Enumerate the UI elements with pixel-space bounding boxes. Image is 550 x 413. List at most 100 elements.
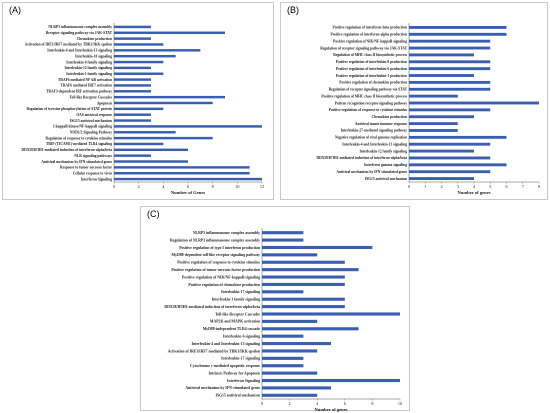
chart-b-category-label: Interleukin-12 family signaling [359,149,407,153]
chart-b-category-label: Positive regulation of MHC class II bios… [321,94,407,98]
chart-c-tick-label: 0 [261,401,263,406]
chart-c-tick-label: 10 [398,401,402,406]
chart-b-category-label: Interferon gamma signaling [364,163,407,167]
chart-b-category-label: Positive regulation of response to cytok… [329,108,408,112]
chart-c-bar [262,253,318,257]
chart-b-bar [409,115,474,119]
chart-a-bar [114,154,151,157]
chart-b-tick-label: 1 [424,184,426,189]
chart-c-category-label: MyD88-independent TLR4 cascade [203,327,261,331]
panel-c: (C) [140,206,410,411]
panel-a-label: (A) [9,5,21,15]
chart-a-tick-label: 12 [260,184,264,189]
chart-a-bar [114,136,213,140]
chart-a-tick-label: 8 [212,184,214,189]
chart-a-bar [114,171,250,175]
chart-a-bar [114,66,151,70]
chart-c-bar [262,260,345,264]
chart-a-bar [114,25,151,29]
chart-b-tick-label: 0 [408,184,410,189]
chart-c-bar [262,268,359,272]
chart-b-bar [409,163,507,167]
chart-b-tick-label: 3 [457,184,459,189]
chart-b-category-label: Antiviral mechanism by IFN-stimulated ge… [336,170,407,174]
chart-a-category-label: Interleukin-12 family signaling [64,66,112,70]
chart-b-x-label: Number of genes [457,190,490,195]
chart-c-tick-label: 8 [371,401,373,406]
chart-b-bar [409,129,458,132]
panel-c-label: (C) [147,209,160,219]
chart-b-bar [409,101,539,105]
chart-c-category-label: Interleukin-4 and Interleukin-13 signali… [192,342,261,346]
chart-b-category-label: DDX58/IFIH1-mediated induction of interf… [317,156,408,160]
chart-c-bar [262,238,304,242]
chart-b-bar [409,177,474,181]
chart-b-tick-label: 6 [505,184,507,189]
chart-b-bar [409,53,474,57]
chart-b-bar [409,122,458,126]
chart-c-bar [262,297,345,301]
chart-a-bar [114,131,176,134]
chart-c-bar [262,334,304,338]
chart-c-bar [262,378,400,383]
chart-a-category-label: Cellular response to virus [73,171,113,175]
chart-a-category-label: Regulation of response to cytokine stimu… [45,136,112,140]
chart-c-category-label: Interferon Signaling [227,379,260,383]
chart-a-category-label: I-kappaB kinase/NF-kappaB signaling [53,125,112,129]
chart-c-bar [262,231,304,235]
chart-b-bar [409,67,491,71]
chart-c-category-label: Regulation of NLRP3 inflammasome complex… [170,238,260,242]
chart-a-category-label: TRAF3-dependent IRF activation pathway [46,90,112,94]
chart-c-bar [262,349,318,353]
chart-c-bar [262,386,331,390]
chart-a-category-label: TRAF6 mediated IRF7 activation [60,84,112,88]
chart-a-bar [114,125,262,128]
chart-b-category-label: ISG15 antiviral mechanism [365,177,407,181]
chart-c-category-label: Positive regulation of NIK/NF-kappaB sig… [182,275,260,279]
chart-a-bar [114,60,164,64]
chart-a: NLRP3 inflammasome complex assembly Recep… [22,23,264,195]
chart-b: Positive regulation of interferon-beta p… [317,23,540,195]
chart-c-bar [262,356,304,360]
chart-b-category-label: Positive regulation of interferon-alpha … [331,33,407,37]
chart-a-bar [114,54,176,58]
chart-c-category-label: Interleukin-17 signaling [221,290,260,294]
chart-a-category-label: NOD1/2 Signaling Pathway [70,131,112,135]
chart-a-tick-label: 0 [113,184,115,189]
chart-a-category-label: Toll-like Receptor Cascades [69,95,112,99]
chart-c-bar [262,342,331,346]
chart-b-category-label: Positive regulation of interleukin-1 pro… [336,74,407,78]
chart-c-category-label: Toll-like Receptor Cascades [215,312,260,316]
chart-a-bar [114,148,188,152]
chart-a-category-label: Interleukin-6 family signaling [66,60,112,64]
chart-a-bar [114,84,151,87]
chart-a-bar [114,49,201,52]
chart-c-category-label: NLRP3 inflammasome complex assembly [193,231,260,235]
chart-c-category-label: Interleukin-1 family signaling [212,298,260,302]
chart-c-bar [262,319,318,323]
chart-c-bar [262,364,304,368]
chart-a-bar [114,78,151,81]
chart-c: NLRP3 inflammasome complex assembly Regul… [164,228,402,412]
chart-b-bar [409,142,491,146]
chart-a-bar [114,72,164,75]
chart-a-bar [114,177,262,181]
chart-c-bar [262,371,318,375]
chart-b-bar [409,60,491,64]
chart-a-category-label: NLR signaling pathways [74,154,112,158]
chart-b-bar [409,87,491,91]
chart-c-category-label: Positive regulation of tumor necrosis fa… [171,268,261,272]
chart-c-category-label: Cytochrome c-mediated apoptotic response [190,364,260,368]
chart-a-category-label: Regulation of tyrosine phosphorylation o… [26,107,112,111]
chart-a-tick-label: 2 [138,184,140,189]
chart-a-category-label: Interferon Signaling [81,177,112,181]
chart-a-tick-label: 10 [235,184,239,189]
chart-a-tick-label: 4 [162,184,165,189]
chart-b-category-label: Negative regulation of viral genome repl… [335,136,407,140]
chart-c-category-label: MAP2K and MAPK activation [210,320,261,324]
chart-c-bar [262,305,345,309]
chart-c-category-label: Positive regulation of type I interferon… [179,246,261,250]
chart-b-bar [409,156,491,160]
chart-c-category-label: Positive regulation of chemokine product… [188,283,260,287]
chart-a-bar [114,43,164,46]
